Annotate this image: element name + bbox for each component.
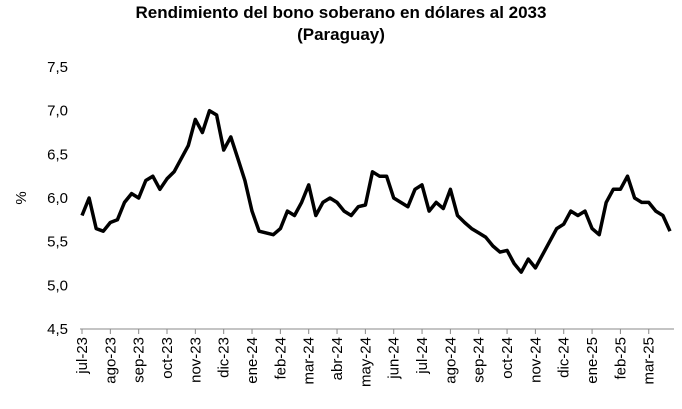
x-tick-label: oct-24 — [499, 337, 516, 379]
y-tick-label: 7,0 — [47, 103, 68, 120]
x-tick-label: dic-23 — [216, 337, 233, 378]
x-tick-label: oct-23 — [159, 337, 176, 379]
chart-title: Rendimiento del bono soberano en dólares… — [136, 3, 547, 22]
y-tick-label: 6,5 — [47, 146, 68, 163]
x-tick-label: jun-24 — [386, 337, 403, 380]
x-tick-label: feb-25 — [612, 337, 629, 380]
x-tick-label: may-24 — [357, 337, 374, 387]
y-axis-label: % — [13, 191, 30, 204]
x-tick-label: abr-24 — [329, 337, 346, 380]
x-tick-label: jul-23 — [74, 337, 91, 375]
y-tick-label: 5,5 — [47, 234, 68, 251]
y-tick-label: 5,0 — [47, 277, 68, 294]
x-tick-label: sep-23 — [131, 337, 148, 383]
y-tick-label: 6,0 — [47, 190, 68, 207]
x-tick-label: feb-24 — [272, 337, 289, 380]
x-tick-label: ene-24 — [244, 337, 261, 384]
chart-subtitle: (Paraguay) — [297, 25, 385, 44]
x-tick-label: mar-24 — [301, 337, 318, 385]
y-tick-label: 4,5 — [47, 321, 68, 338]
y-tick-label: 7,5 — [47, 59, 68, 76]
x-tick-label: ene-25 — [584, 337, 601, 384]
x-tick-label: nov-24 — [527, 337, 544, 383]
x-tick-label: dic-24 — [556, 337, 573, 378]
line-series — [80, 108, 672, 274]
x-tick-label: mar-25 — [641, 337, 658, 385]
x-tick-label: ago-24 — [442, 337, 459, 384]
x-tick-label: jul-24 — [414, 337, 431, 375]
x-tick-label: ago-23 — [102, 337, 119, 384]
x-tick-label: nov-23 — [187, 337, 204, 383]
x-tick-label: sep-24 — [471, 337, 488, 383]
